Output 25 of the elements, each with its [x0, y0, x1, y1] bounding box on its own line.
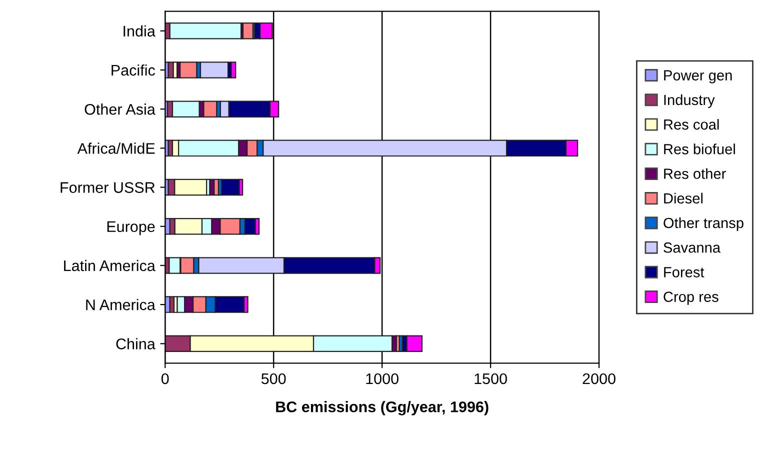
- y-tick-label: China: [116, 338, 156, 350]
- x-tick-label: 2000: [582, 373, 616, 384]
- legend-label: Industry: [664, 94, 715, 108]
- y-tick-label: Other Asia: [84, 104, 156, 115]
- legend-label: Res other: [664, 168, 726, 179]
- y-tick-label: Pacific: [112, 64, 155, 76]
- y-tick-label: Latin America: [64, 260, 156, 272]
- y-tick-label: Europe: [107, 221, 155, 236]
- legend-label: Power gen: [664, 70, 732, 84]
- legend-label: Diesel: [664, 192, 703, 204]
- x-tick-label: 500: [261, 373, 286, 384]
- y-tick-label: N America: [86, 299, 156, 310]
- x-tick-label: 1500: [474, 373, 507, 384]
- legend-label: Forest: [664, 267, 704, 278]
- x-tick-label: 0: [161, 373, 169, 384]
- y-tick-label: Africa/MidE: [77, 142, 155, 154]
- legend-label: Res biofuel: [664, 144, 735, 154]
- x-tick-label: 1000: [366, 373, 398, 384]
- legend-label: Res coal: [664, 118, 719, 130]
- x-axis-title: BC emissions (Gg/year, 1996): [276, 401, 488, 416]
- y-tick-label: Former USSR: [60, 182, 155, 193]
- legend-label: Crop res: [664, 292, 718, 305]
- legend-label: Other transp: [664, 217, 744, 232]
- y-tick-label: India: [124, 25, 156, 37]
- legend-label: Savanna: [664, 242, 721, 253]
